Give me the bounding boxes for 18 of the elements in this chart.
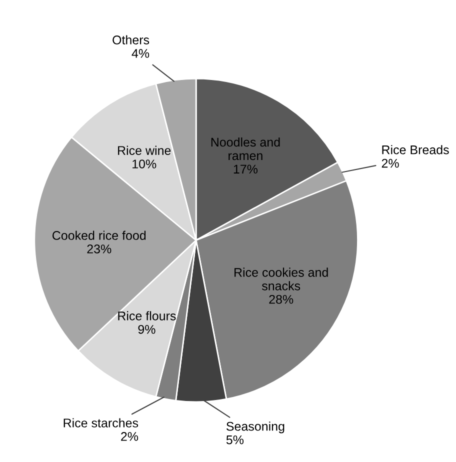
- slice-label: Cooked rice food: [52, 230, 146, 240]
- slice-label: Rice cookies and snacks: [234, 268, 328, 290]
- data-label: 9%: [138, 324, 156, 334]
- data-label: 2%: [121, 432, 138, 441]
- slice-label: Rice starches: [64, 418, 138, 428]
- data-label: 17%: [234, 164, 258, 174]
- data-label: 2%: [382, 158, 399, 168]
- slice-label: Seasoning: [226, 422, 284, 434]
- slice-label: Rice flours: [118, 311, 176, 320]
- slice-label: Others: [112, 35, 150, 44]
- data-label: 23%: [87, 244, 112, 254]
- slice-label: Noodles and ramen: [211, 137, 280, 160]
- data-label: 4%: [132, 49, 150, 58]
- slice-label: Rice Breads: [382, 145, 449, 154]
- data-label: 10%: [132, 160, 156, 168]
- slice-label: Rice wine: [118, 146, 171, 155]
- data-label: 5%: [226, 435, 244, 444]
- data-label: 28%: [269, 294, 294, 304]
